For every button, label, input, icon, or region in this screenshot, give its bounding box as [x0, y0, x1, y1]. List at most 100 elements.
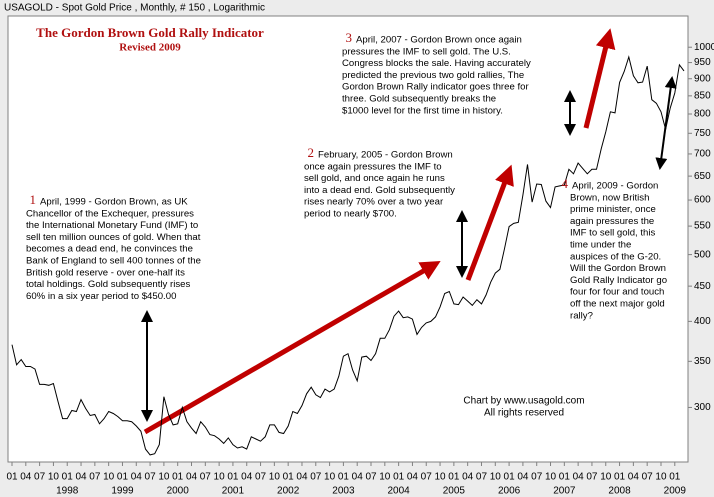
- x-tick-label: 07: [145, 472, 157, 483]
- x-year-label: 2002: [277, 486, 300, 497]
- x-tick-label: 10: [103, 472, 115, 483]
- x-year-label: 2007: [553, 486, 576, 497]
- x-tick-label: 10: [48, 472, 60, 483]
- annotation-line: April, 1999 - Gordon Brown, as UK: [40, 197, 188, 208]
- annotation-line: Gordon Brown Rally indicator goes three …: [342, 82, 529, 93]
- x-tick-label: 07: [531, 472, 543, 483]
- x-tick-label: 10: [600, 472, 612, 483]
- x-tick-label: 01: [504, 472, 516, 483]
- x-year-label: 2003: [332, 486, 355, 497]
- x-tick-label: 10: [490, 472, 502, 483]
- x-tick-label: 04: [241, 472, 253, 483]
- y-tick-label: 850: [694, 90, 711, 101]
- x-tick-label: 01: [172, 472, 184, 483]
- y-tick-label: 1000: [694, 42, 714, 53]
- x-tick-label: 01: [338, 472, 350, 483]
- x-year-label: 2008: [608, 486, 631, 497]
- red-arrow: [465, 164, 514, 281]
- x-tick-label: 10: [214, 472, 226, 483]
- annotation-line: Gold Rally Indicator go: [570, 275, 667, 286]
- x-tick-label: 01: [283, 472, 295, 483]
- annotation-line: prime minister, once: [570, 204, 656, 215]
- x-tick-label: 10: [434, 472, 446, 483]
- x-tick-label: 04: [186, 472, 198, 483]
- annotation-line: Will the Gordon Brown: [570, 263, 666, 274]
- x-tick-label: 04: [407, 472, 419, 483]
- annotation-line: rises nearly 70% over a two year: [304, 197, 444, 208]
- y-tick-label: 500: [694, 249, 711, 260]
- x-tick-label: 01: [669, 472, 681, 483]
- annotation-line: into a dead end. Gold subsequently: [304, 185, 455, 196]
- annotation-line: April, 2007 - Gordon Brown once again: [356, 35, 522, 46]
- annotation-line: sell gold, and once again he runs: [304, 173, 445, 184]
- annotation-line: Congress blocks the sale. Having accurat…: [342, 58, 531, 69]
- annotation-line: predicted the previous two gold rallies,…: [342, 70, 524, 81]
- header: USAGOLD - Spot Gold Price , Monthly, # 1…: [4, 3, 265, 14]
- x-tick-label: 04: [20, 472, 32, 483]
- x-year-label: 2000: [167, 486, 190, 497]
- x-tick-label: 07: [310, 472, 322, 483]
- annotation-line: becomes a dead end, he convinces the: [26, 244, 193, 255]
- annotation-number: 4: [562, 176, 569, 191]
- x-year-label: 2005: [443, 486, 466, 497]
- annotation-number: 2: [308, 145, 315, 160]
- x-tick-label: 01: [227, 472, 239, 483]
- y-tick-label: 600: [694, 195, 711, 206]
- x-tick-label: 04: [462, 472, 474, 483]
- annotation-line: the International Monetary Fund (IMF) to: [26, 220, 198, 231]
- annotation-line: IMF to sell gold, this: [570, 228, 656, 239]
- credit: Chart by www.usagold.com: [463, 396, 584, 407]
- x-tick-label: 07: [200, 472, 212, 483]
- annotation-line: Chancellor of the Exchequer, pressures: [26, 208, 194, 219]
- x-tick-label: 07: [642, 472, 654, 483]
- price-line: [11, 55, 685, 456]
- x-tick-label: 04: [75, 472, 87, 483]
- annotation-line: again pressures the: [570, 216, 654, 227]
- x-tick-label: 07: [34, 472, 46, 483]
- x-tick-label: 10: [545, 472, 557, 483]
- annotation-line: once again pressures the IMF to: [304, 161, 442, 172]
- annotation-line: Bank of England to sell 400 tonnes of th…: [26, 256, 201, 267]
- red-arrow: [143, 260, 441, 435]
- annotation-line: Brown, now British: [570, 192, 649, 203]
- x-tick-label: 10: [655, 472, 667, 483]
- annotation-line: three. Gold subsequently breaks the: [342, 94, 496, 105]
- annotation-line: British gold reserve - over one-half its: [26, 267, 185, 278]
- chart-title: The Gordon Brown Gold Rally Indicator: [36, 25, 264, 40]
- y-tick-label: 950: [694, 57, 711, 68]
- x-tick-label: 04: [352, 472, 364, 483]
- y-tick-label: 800: [694, 109, 711, 120]
- y-tick-label: 400: [694, 316, 711, 327]
- annotation-number: 3: [346, 30, 353, 45]
- chart-subtitle: Revised 2009: [119, 42, 181, 54]
- y-tick-label: 350: [694, 356, 711, 367]
- annotation-line: February, 2005 - Gordon Brown: [318, 150, 453, 161]
- x-year-label: 1998: [56, 486, 79, 497]
- black-arrow: [655, 76, 677, 170]
- y-tick-label: 700: [694, 149, 711, 160]
- x-year-label: 2009: [664, 486, 687, 497]
- x-tick-label: 01: [559, 472, 571, 483]
- x-tick-label: 07: [421, 472, 433, 483]
- x-tick-label: 04: [573, 472, 585, 483]
- x-tick-label: 10: [379, 472, 391, 483]
- annotation-line: $1000 level for the first time in histor…: [342, 105, 503, 116]
- arrows: [141, 28, 677, 435]
- x-year-label: 2004: [388, 486, 411, 497]
- x-tick-label: 01: [6, 472, 18, 483]
- x-year-label: 2001: [222, 486, 245, 497]
- annotation-line: period to nearly $700.: [304, 209, 397, 220]
- x-year-label: 1999: [111, 486, 134, 497]
- y-tick-label: 900: [694, 73, 711, 84]
- credit: All rights reserved: [484, 408, 564, 419]
- x-tick-label: 01: [117, 472, 129, 483]
- y-tick-label: 550: [694, 221, 711, 232]
- annotation-line: sell ten million ounces of gold. When th…: [26, 232, 201, 243]
- x-tick-label: 07: [365, 472, 377, 483]
- y-tick-label: 300: [694, 402, 711, 413]
- y-tick-label: 750: [694, 128, 711, 139]
- x-tick-label: 07: [89, 472, 101, 483]
- x-tick-label: 01: [393, 472, 405, 483]
